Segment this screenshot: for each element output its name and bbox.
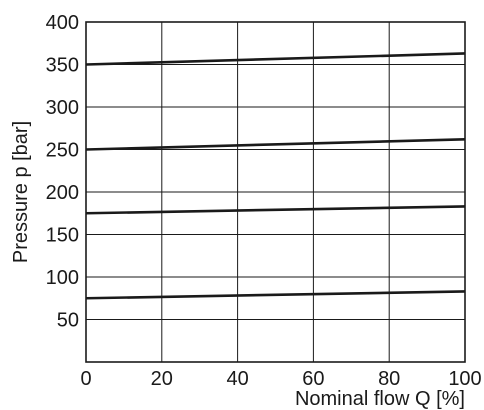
y-axis-ticks: 50 100 150 200 250 300 350 400: [46, 12, 79, 332]
y-tick-label: 400: [46, 12, 79, 34]
series-lines: [85, 52, 466, 300]
x-tick-label: 40: [226, 368, 248, 390]
series-line-3: [85, 205, 466, 215]
x-tick-label: 0: [80, 368, 91, 390]
grid: [86, 22, 465, 362]
x-tick-label: 100: [448, 368, 481, 390]
x-tick-label: 60: [302, 368, 324, 390]
y-tick-label: 300: [46, 97, 79, 119]
y-tick-label: 50: [57, 310, 79, 332]
y-tick-label: 200: [46, 182, 79, 204]
y-tick-label: 150: [46, 225, 79, 247]
x-tick-label: 20: [151, 368, 173, 390]
x-axis-label: Nominal flow Q [%]: [295, 388, 465, 410]
plot-frame: [85, 21, 466, 363]
x-axis-ticks: 0 20 40 60 80 100: [80, 368, 481, 390]
y-axis-label: Pressure p [bar]: [10, 121, 32, 263]
y-tick-label: 100: [46, 267, 79, 289]
y-tick-label: 350: [46, 55, 79, 77]
series-line-1: [85, 52, 466, 66]
x-tick-label: 80: [378, 368, 400, 390]
y-tick-label: 250: [46, 140, 79, 162]
series-line-4: [85, 290, 466, 300]
series-line-2: [85, 138, 466, 151]
